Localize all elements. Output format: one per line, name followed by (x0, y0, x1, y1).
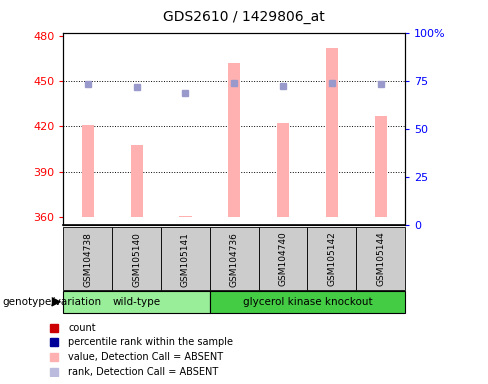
Bar (259, 227, 307, 290)
Bar (356, 227, 405, 290)
Text: value, Detection Call = ABSENT: value, Detection Call = ABSENT (68, 352, 223, 362)
Text: glycerol kinase knockout: glycerol kinase knockout (243, 297, 372, 307)
Text: rank, Detection Call = ABSENT: rank, Detection Call = ABSENT (68, 367, 218, 377)
Text: wild-type: wild-type (113, 297, 161, 307)
Polygon shape (52, 297, 61, 307)
Text: GSM105144: GSM105144 (376, 232, 385, 286)
Bar (277, 123, 289, 217)
Bar (375, 116, 386, 217)
Bar (131, 144, 142, 217)
Text: count: count (68, 323, 96, 333)
Bar (112, 227, 161, 290)
Text: GSM104738: GSM104738 (83, 232, 92, 286)
Bar (161, 227, 210, 290)
Text: GSM105140: GSM105140 (132, 232, 141, 286)
Bar (210, 291, 405, 313)
Bar (180, 215, 191, 217)
Text: GDS2610 / 1429806_at: GDS2610 / 1429806_at (163, 10, 325, 23)
Text: genotype/variation: genotype/variation (2, 297, 102, 307)
Bar (228, 63, 240, 217)
Text: percentile rank within the sample: percentile rank within the sample (68, 338, 233, 348)
Bar (210, 227, 259, 290)
Bar (63, 291, 210, 313)
Bar (326, 48, 338, 217)
Text: GSM105141: GSM105141 (181, 232, 190, 286)
Bar (63, 227, 112, 290)
Bar (82, 125, 94, 217)
Bar (307, 227, 356, 290)
Text: GSM104740: GSM104740 (279, 232, 287, 286)
Text: GSM105142: GSM105142 (327, 232, 336, 286)
Text: GSM104736: GSM104736 (230, 232, 239, 286)
